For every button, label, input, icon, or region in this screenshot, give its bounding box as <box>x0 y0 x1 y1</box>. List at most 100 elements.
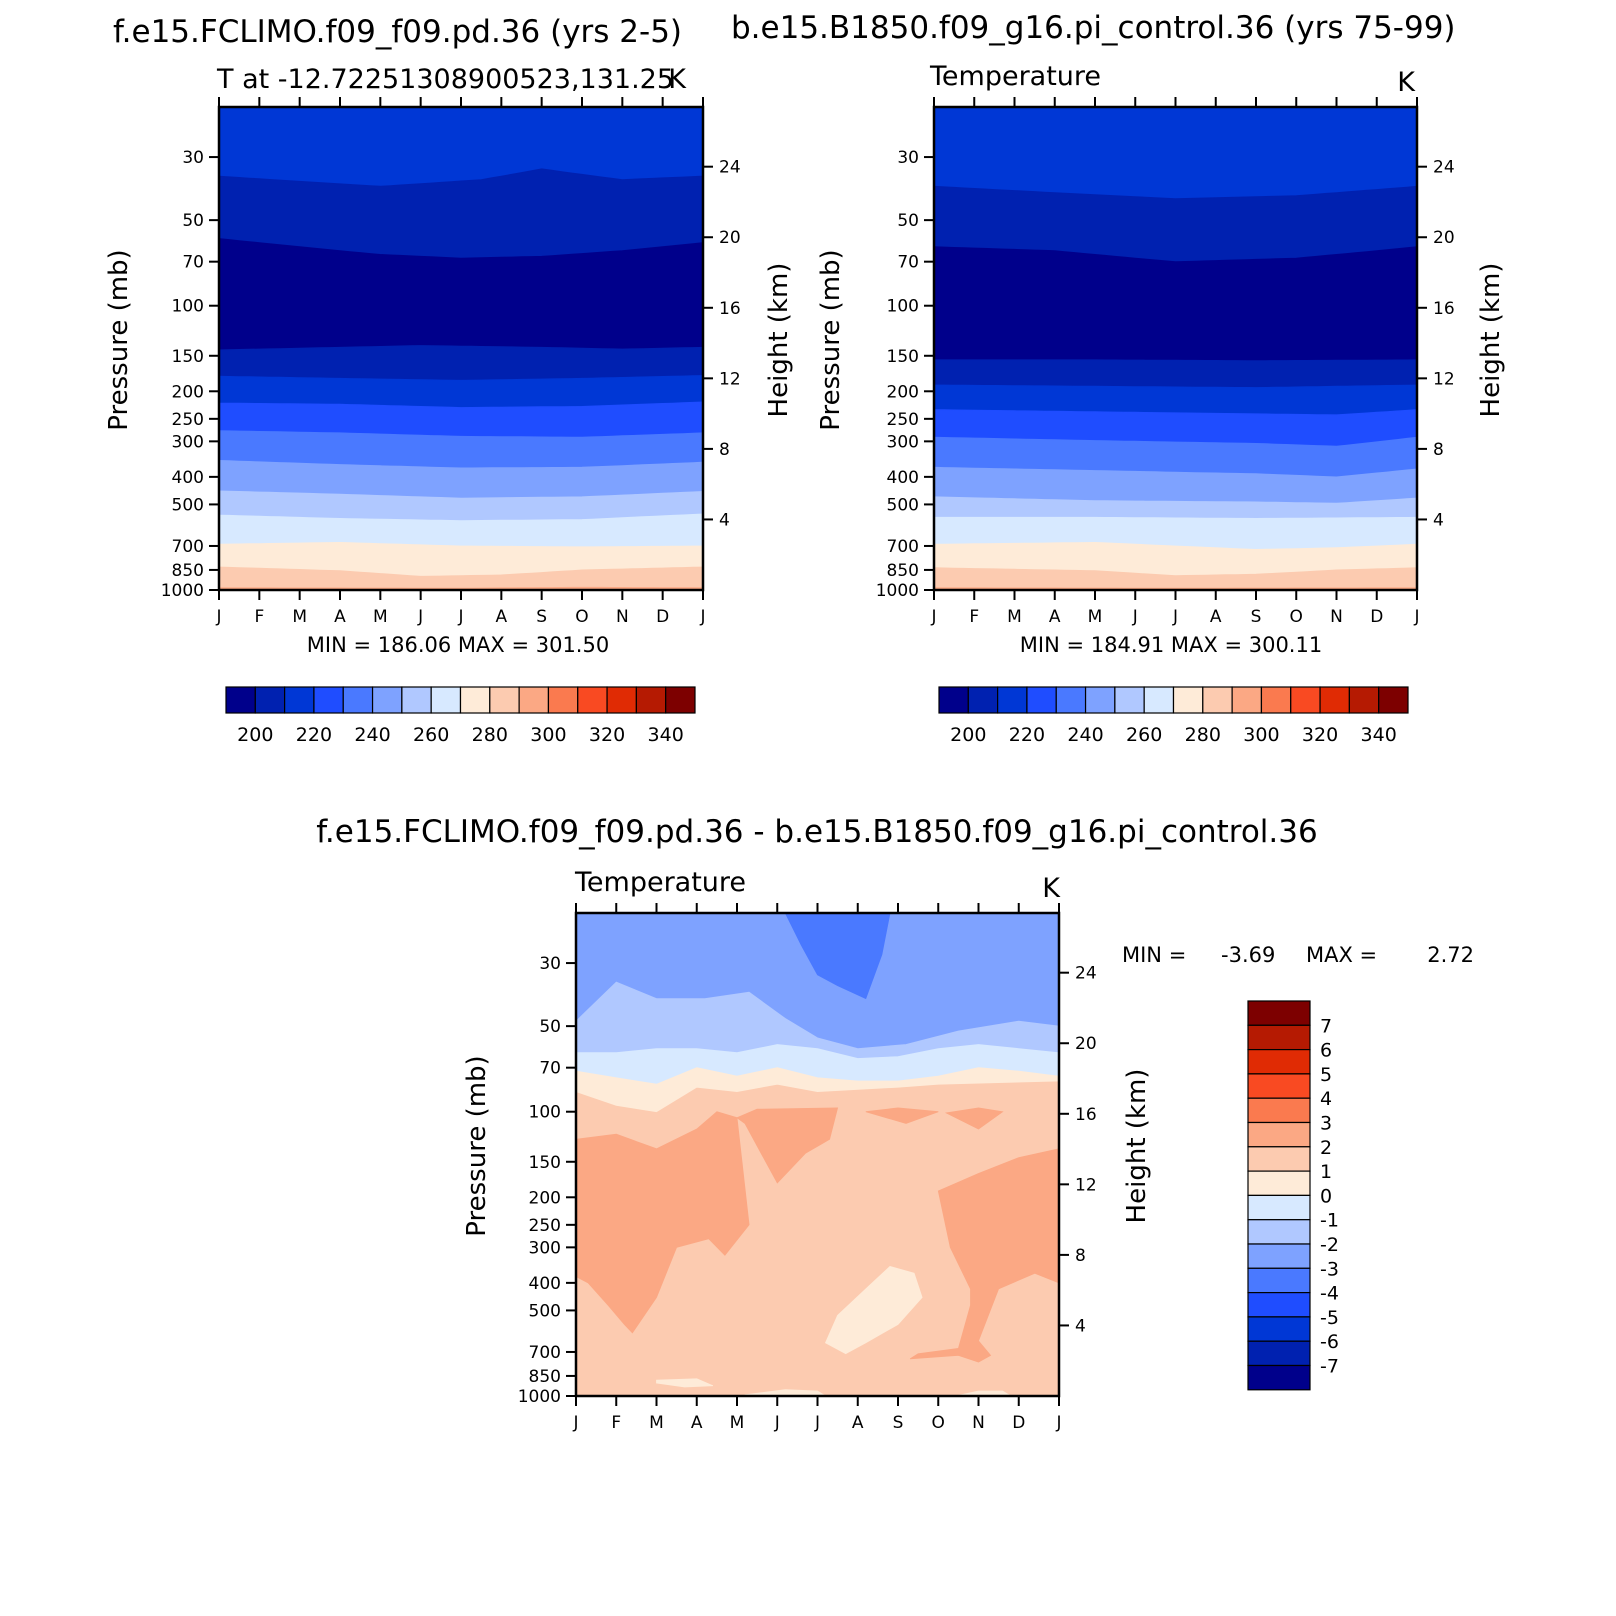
p2-htick-label: 8 <box>1433 440 1444 460</box>
p3-htick-label: 8 <box>1075 1246 1086 1266</box>
p2-htick-label: 24 <box>1433 158 1455 178</box>
p3-contour-band <box>575 1067 1060 1113</box>
p1-colorbar-box <box>606 686 637 714</box>
p2-colorbar-box <box>1260 686 1292 714</box>
p1-colorbar-label: 320 <box>589 724 625 746</box>
p3-contour-band <box>865 1107 939 1124</box>
p3-htick-label: 4 <box>1075 1316 1086 1336</box>
p3-colorbar-label: 0 <box>1320 1185 1332 1207</box>
panel-2-ylabel-right: Height (km) <box>1476 263 1506 418</box>
p3-colorbar-box <box>1247 1024 1311 1051</box>
p3-colorbar-box <box>1247 1194 1311 1221</box>
p3-contour-band <box>909 1148 1060 1363</box>
p2-colorbar-box <box>1114 686 1145 714</box>
p1-ytick-label: 100 <box>172 297 204 317</box>
p2-xtick-label: F <box>969 607 979 627</box>
p2-xtick-label: J <box>930 607 936 627</box>
p3-colorbar-box <box>1247 1000 1311 1026</box>
p1-ytick-label: 1000 <box>161 581 204 601</box>
p3-contour-band <box>656 1378 714 1388</box>
p3-xtick-label: M <box>730 1413 745 1433</box>
p1-xtick-label: A <box>496 607 508 627</box>
p2-colorbar-box <box>1290 686 1321 714</box>
p2-colorbar-label: 200 <box>950 724 986 746</box>
p1-colorbar-box <box>225 686 256 714</box>
p1-colorbar-box <box>547 686 579 714</box>
p3-htick-label: 16 <box>1075 1105 1097 1125</box>
p2-xtick-label: N <box>1330 607 1343 627</box>
p2-xtick-label: J <box>1413 607 1419 627</box>
p3-xtick-label: J <box>1055 1413 1061 1433</box>
p2-colorbar-box <box>1084 686 1116 714</box>
p2-contour-band <box>933 359 1418 388</box>
p2-htick-label: 16 <box>1433 299 1455 319</box>
p3-xtick-label: J <box>774 1413 780 1433</box>
p2-xtick-label: D <box>1370 607 1383 627</box>
p1-xtick-label: M <box>373 607 388 627</box>
p1-xtick-label: A <box>334 607 346 627</box>
p1-htick-label: 12 <box>719 369 741 389</box>
p3-colorbar-box <box>1247 1097 1311 1124</box>
panel-3: f.e15.FCLIMO.f09_f09.pd.36 - b.e15.B1850… <box>316 814 1474 1433</box>
p1-xtick-label: J <box>699 607 705 627</box>
p2-colorbar-label: 300 <box>1243 724 1279 746</box>
p1-ytick-label: 300 <box>172 432 204 452</box>
p1-xtick-label: J <box>215 607 221 627</box>
p2-colorbar-box <box>1231 686 1263 714</box>
p2-ytick-label: 700 <box>887 537 919 557</box>
p1-htick-label: 24 <box>719 158 741 178</box>
p1-colorbar-label: 240 <box>354 724 390 746</box>
p1-ytick-label: 30 <box>182 148 204 168</box>
panel-2-colorbar: 200 220 240 260 280 300 320 340 <box>938 686 1409 746</box>
p3-colorbar-label: 5 <box>1320 1064 1332 1086</box>
p2-colorbar-box <box>1348 686 1380 714</box>
panel-3-max-label: MAX = <box>1306 943 1377 967</box>
p1-colorbar-box <box>518 686 550 714</box>
p2-ytick-label: 50 <box>897 211 919 231</box>
p3-xtick-label: M <box>649 1413 664 1433</box>
p1-xtick-label: S <box>536 607 547 627</box>
p2-ytick-label: 850 <box>887 561 919 581</box>
p1-ytick-label: 250 <box>172 410 204 430</box>
p3-xtick-label: O <box>932 1413 945 1433</box>
p3-xtick-label: D <box>1012 1413 1025 1433</box>
p1-ytick-label: 70 <box>182 253 204 273</box>
p3-colorbar-box <box>1247 1048 1311 1075</box>
panel-3-subtitle-left: Temperature <box>574 867 746 898</box>
p1-ytick-label: 400 <box>172 468 204 488</box>
p3-xtick-label: A <box>691 1413 703 1433</box>
p3-colorbar-label: -7 <box>1320 1356 1339 1378</box>
p3-colorbar-label: 1 <box>1320 1161 1332 1183</box>
p3-ytick-label: 50 <box>539 1017 561 1037</box>
p1-xtick-label: N <box>616 607 629 627</box>
p3-htick-label: 20 <box>1075 1034 1097 1054</box>
p2-xtick-label: M <box>1088 607 1103 627</box>
p1-contour-band <box>218 106 704 187</box>
p3-ytick-label: 850 <box>529 1367 561 1387</box>
p1-colorbar-label: 220 <box>296 724 332 746</box>
panel-2-stats: MIN = 184.91 MAX = 300.11 <box>1020 633 1322 657</box>
panel-1-title: f.e15.FCLIMO.f09_f09.pd.36 (yrs 2-5) <box>113 14 682 50</box>
p1-colorbar-box <box>577 686 608 714</box>
p1-htick-label: 4 <box>719 510 730 530</box>
p2-htick-label: 20 <box>1433 228 1455 248</box>
p1-colorbar-box <box>430 686 462 714</box>
p2-xtick-label: A <box>1049 607 1061 627</box>
panel-1: f.e15.FCLIMO.f09_f09.pd.36 (yrs 2-5) T a… <box>104 14 794 746</box>
p3-colorbar-label: 3 <box>1320 1113 1332 1135</box>
p2-ytick-label: 250 <box>887 410 919 430</box>
p2-colorbar-label: 220 <box>1009 724 1045 746</box>
p1-colorbar-label: 200 <box>237 724 273 746</box>
p1-contour-band <box>218 375 704 408</box>
p2-colorbar-box <box>1202 686 1233 714</box>
p1-colorbar-box <box>254 686 286 714</box>
p3-colorbar-box <box>1247 1243 1311 1269</box>
p1-xtick-label: D <box>656 607 669 627</box>
p1-ytick-label: 50 <box>182 211 204 231</box>
p3-colorbar-label: -2 <box>1320 1234 1339 1256</box>
p1-colorbar-box <box>635 686 667 714</box>
p1-ytick-label: 700 <box>172 537 204 557</box>
p2-ytick-label: 200 <box>887 382 919 402</box>
p3-xtick-label: F <box>611 1413 621 1433</box>
